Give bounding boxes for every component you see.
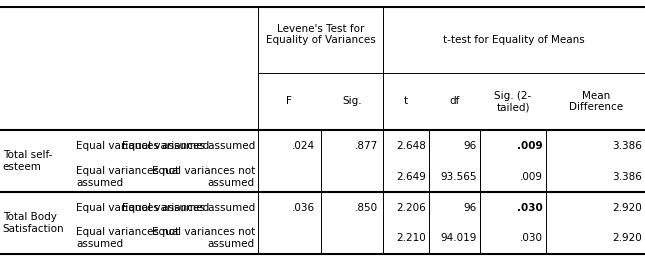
Text: Equal variances assumed: Equal variances assumed	[76, 141, 210, 151]
Text: 96: 96	[463, 203, 477, 213]
Text: 2.206: 2.206	[396, 203, 426, 213]
Text: .036: .036	[292, 203, 315, 213]
Text: 2.920: 2.920	[612, 203, 642, 213]
Text: F: F	[286, 96, 292, 106]
Text: Total self-
esteem: Total self- esteem	[3, 150, 52, 172]
Text: t-test for Equality of Means: t-test for Equality of Means	[443, 35, 585, 45]
Text: 2.210: 2.210	[396, 233, 426, 243]
Text: Sig. (2-
tailed): Sig. (2- tailed)	[495, 90, 531, 112]
Text: 3.386: 3.386	[612, 172, 642, 182]
Text: .877: .877	[355, 141, 378, 151]
Text: 93.565: 93.565	[440, 172, 477, 182]
Text: 3.386: 3.386	[612, 141, 642, 151]
Text: Equal variances assumed: Equal variances assumed	[121, 203, 255, 213]
Text: Equal variances assumed: Equal variances assumed	[76, 203, 210, 213]
Text: .024: .024	[292, 141, 315, 151]
Text: .009: .009	[517, 141, 543, 151]
Text: .850: .850	[355, 203, 378, 213]
Text: Equal variances not
assumed: Equal variances not assumed	[76, 166, 179, 188]
Text: .030: .030	[517, 203, 543, 213]
Text: 96: 96	[463, 141, 477, 151]
Text: Sig.: Sig.	[342, 96, 362, 106]
Text: .030: .030	[520, 233, 543, 243]
Text: t: t	[404, 96, 408, 106]
Text: 2.649: 2.649	[396, 172, 426, 182]
Text: Equal variances not
assumed: Equal variances not assumed	[152, 166, 255, 188]
Text: Mean
Difference: Mean Difference	[569, 90, 622, 112]
Text: Total Body
Satisfaction: Total Body Satisfaction	[3, 212, 64, 234]
Text: .009: .009	[520, 172, 543, 182]
Text: Equal variances assumed: Equal variances assumed	[121, 141, 255, 151]
Text: 94.019: 94.019	[441, 233, 477, 243]
Text: Levene's Test for
Equality of Variances: Levene's Test for Equality of Variances	[266, 24, 375, 45]
Text: 2.648: 2.648	[396, 141, 426, 151]
Text: 2.920: 2.920	[612, 233, 642, 243]
Text: Equal variances not
assumed: Equal variances not assumed	[152, 228, 255, 249]
Text: df: df	[449, 96, 460, 106]
Text: Equal variances not
assumed: Equal variances not assumed	[76, 228, 179, 249]
